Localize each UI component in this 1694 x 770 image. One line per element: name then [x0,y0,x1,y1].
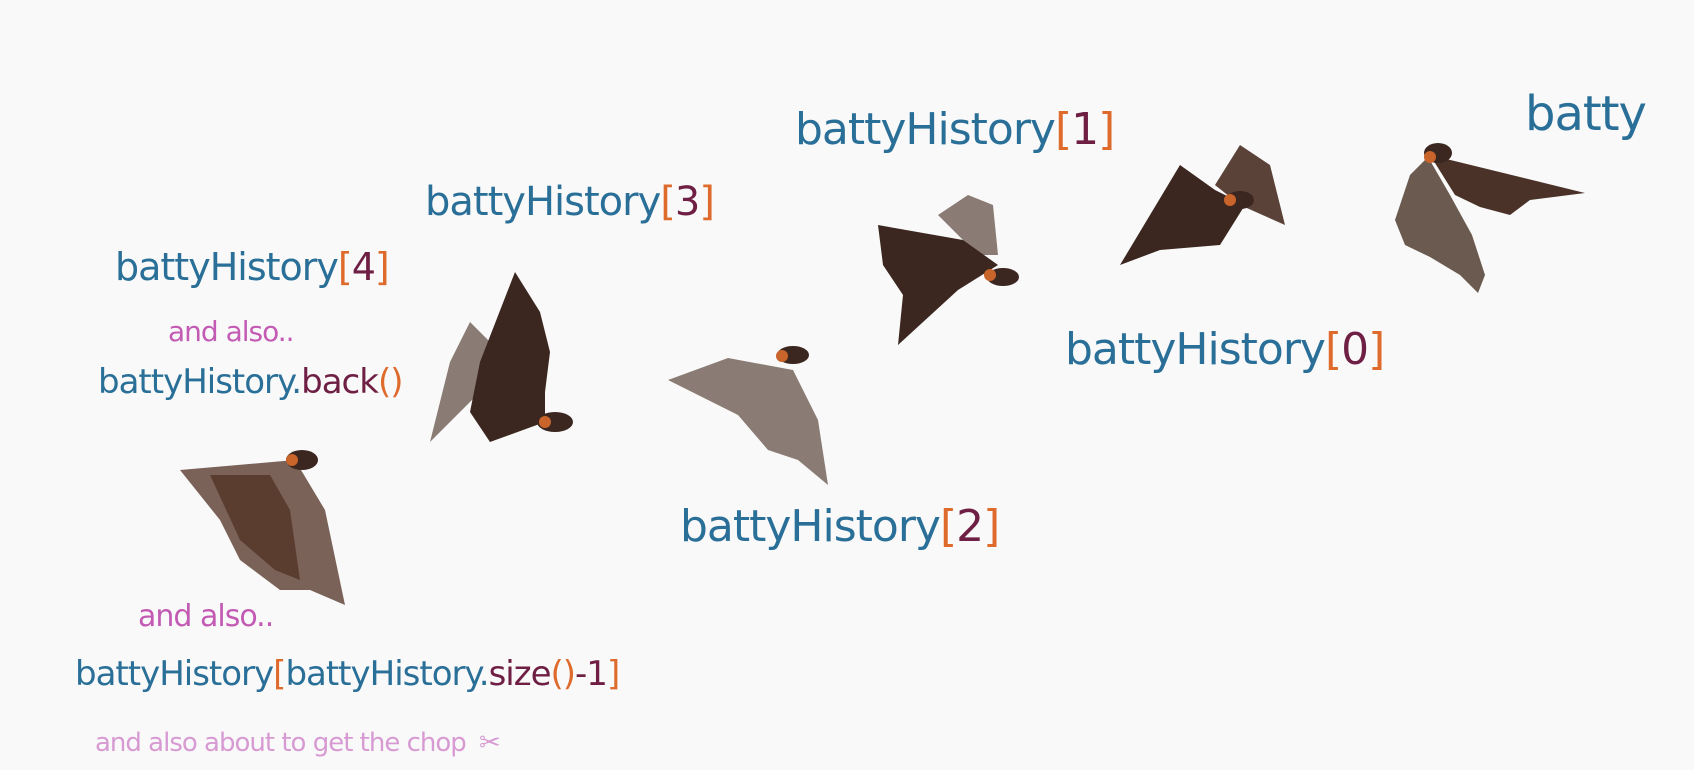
flying-fox-bat-icon [1120,145,1285,265]
minus-one: -1 [575,654,608,694]
bracket-close: ] [374,245,390,289]
flying-fox-bat-icon [430,272,573,442]
label-batty: batty [1525,86,1647,142]
bat-history-0 [1120,145,1285,275]
bracket-open: [ [337,245,353,289]
bracket-close: ] [606,654,620,694]
label-history-3: battyHistory[3] [425,179,715,225]
bat-history-3 [430,272,580,447]
bracket-open: [ [1054,104,1072,155]
method-parens: () [377,362,404,402]
history-name: battyHistory [75,654,274,694]
bracket-open: [ [660,179,676,225]
label-history-0: battyHistory[0] [1065,328,1385,372]
history-index: 3 [674,179,700,225]
bat-history-2 [668,340,830,490]
label-history-2: battyHistory[2] [680,505,1000,549]
label-history-4: battyHistory[4] [115,245,390,289]
history-index: 1 [1071,104,1099,155]
back-method: back [301,362,379,402]
history-index: 2 [956,501,984,552]
history-name: battyHistory [795,104,1056,155]
label-history-back: battyHistory.back() [98,362,404,402]
method-parens: () [550,654,577,694]
chop-text: and also about to get the chop [95,728,467,758]
bracket-open: [ [939,501,957,552]
note-and-also-2: and also.. [138,599,274,634]
scissors-icon: ✂ [479,728,501,758]
bat-history-1 [878,195,1028,350]
bracket-close: ] [1098,104,1115,155]
note-and-also-1: and also.. [168,315,295,348]
size-method: size [488,654,552,694]
bracket-close: ] [983,501,1000,552]
flying-fox-bat-icon [878,195,1019,345]
history-name: battyHistory [680,501,941,552]
history-index: 0 [1341,324,1369,375]
label-history-size: battyHistory[battyHistory.size()-1] [75,654,620,694]
inner-history-name: battyHistory. [285,654,489,694]
history-name: battyHistory [425,179,661,225]
bracket-close: ] [1368,324,1385,375]
flying-fox-bat-icon [1395,143,1585,293]
history-name: battyHistory. [98,362,302,402]
bracket-open: [ [1324,324,1342,375]
label-history-1: battyHistory[1] [795,108,1115,152]
history-index: 4 [351,245,376,289]
history-name: battyHistory [115,245,339,289]
flying-fox-bat-icon [180,450,345,605]
bracket-close: ] [699,179,715,225]
bat-batty [1360,135,1585,295]
flying-fox-bat-icon [668,346,828,485]
bat-history-4 [180,440,350,610]
note-chop: and also about to get the chop ✂ [95,728,501,758]
history-name: battyHistory [1065,324,1326,375]
bracket-open: [ [273,654,286,694]
